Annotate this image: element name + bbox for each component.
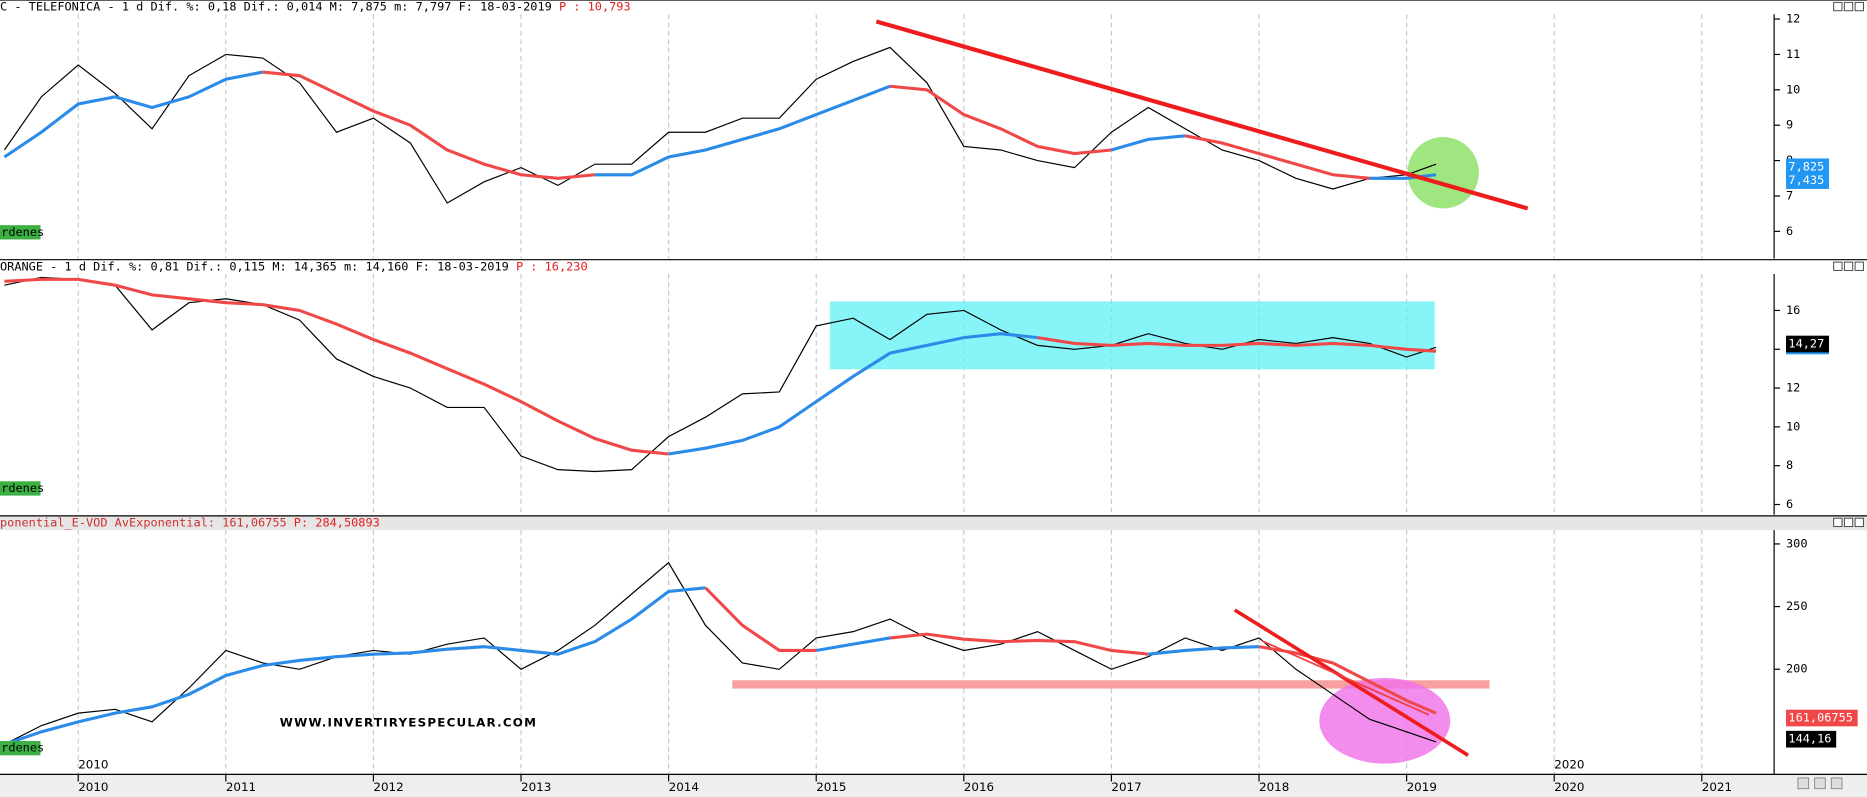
price-label-box: [1786, 709, 1858, 727]
x-tick-label: 2014: [669, 780, 699, 794]
orders-box: [0, 225, 41, 240]
y-tick-label: 12: [1786, 381, 1800, 395]
price-label: 144,16: [1788, 732, 1831, 746]
window-button[interactable]: [1833, 1, 1843, 12]
y-tick-label: 250: [1786, 599, 1808, 613]
y-tick-label: 8: [1786, 458, 1793, 472]
panel-header-text: ponential_E-VOD AvExponential: 161,06755: [0, 515, 287, 529]
x-axis-band: [0, 774, 1867, 797]
x-tick-label: 2020: [1554, 780, 1584, 794]
y-tick-label: 6: [1786, 497, 1793, 511]
moving-average: [889, 632, 1149, 656]
moving-average: [704, 586, 817, 653]
moving-average: [1258, 645, 1437, 715]
x-tick-label: 2019: [1407, 780, 1437, 794]
trend-line: [1233, 608, 1470, 757]
range-box: [829, 301, 1435, 370]
moving-average: [1369, 173, 1437, 180]
price-line: [4, 561, 1437, 745]
orders-label: rdenes: [1, 741, 44, 755]
x-tick-label: 2017: [1111, 780, 1141, 794]
window-button[interactable]: [1843, 517, 1854, 528]
moving-average: [594, 84, 891, 177]
panel-header-price: P: 284,50893: [294, 515, 380, 529]
window-button[interactable]: [1833, 517, 1843, 528]
panel-header: [0, 259, 1867, 275]
y-tick-label: 11: [1786, 47, 1800, 61]
window-button[interactable]: [1854, 1, 1864, 12]
window-button[interactable]: [1843, 1, 1854, 12]
highlight-ellipse: [1319, 677, 1451, 764]
y-tick-label: 16: [1786, 303, 1800, 317]
y-tick-label: 10: [1786, 82, 1800, 96]
y-tick-label: 300: [1786, 536, 1808, 550]
moving-average: [4, 277, 669, 456]
trend-line: [875, 19, 1529, 211]
moving-average: [815, 636, 891, 652]
y-tick-label: 12: [1786, 12, 1800, 26]
orders-label: rdenes: [1, 225, 44, 239]
price-label-box: [1786, 730, 1837, 748]
y-tick-label: 7: [1786, 188, 1793, 202]
window-button[interactable]: [1843, 261, 1854, 271]
y-tick-label: 10: [1786, 419, 1800, 433]
panel-header: [0, 515, 1867, 531]
highlight-circle: [1407, 137, 1479, 209]
x-tick-label: 2012: [373, 780, 403, 794]
window-button[interactable]: [1830, 777, 1843, 790]
y-tick-label: 6: [1786, 224, 1793, 238]
moving-average: [1110, 134, 1186, 152]
panel-header-text: C - TELEFONICA - 1 d Dif. %: 0,18 Dif.: …: [0, 0, 552, 14]
panel-header-price: P : 10,793: [559, 0, 631, 14]
price-label: 7,435: [1788, 173, 1824, 187]
x-tick-label: 2010: [78, 780, 108, 794]
moving-average: [3, 586, 706, 746]
moving-average: [889, 84, 1112, 156]
moving-average: [262, 70, 596, 180]
moving-average: [3, 70, 263, 159]
window-button[interactable]: [1854, 517, 1864, 528]
price-label: 14,27: [1788, 337, 1824, 351]
price-label-box: [1786, 172, 1830, 189]
y-tick-label: 9: [1786, 118, 1793, 132]
price-label-box: [1786, 335, 1830, 353]
year-label: 2010: [78, 757, 108, 771]
watermark: WWW.INVERTIRYESPECULAR.COM: [280, 716, 537, 730]
orders-box: [0, 481, 41, 496]
moving-average: [1037, 336, 1437, 353]
window-button[interactable]: [1814, 777, 1826, 790]
window-button[interactable]: [1833, 261, 1843, 271]
x-tick-label: 2018: [1259, 780, 1289, 794]
year-label: 2020: [1554, 757, 1584, 771]
price-label: 161,06755: [1788, 711, 1852, 725]
orders-label: rdenes: [1, 481, 44, 495]
trend-line: [1261, 640, 1430, 716]
price-label: 7,825: [1788, 159, 1824, 173]
x-tick-label: 2011: [226, 780, 256, 794]
window-button[interactable]: [1797, 777, 1810, 790]
support-band: [732, 680, 1490, 689]
panel-header-text: ORANGE - 1 d Dif. %: 0,81 Dif.: 0,115 M:…: [0, 259, 509, 273]
x-tick-label: 2013: [521, 780, 551, 794]
orders-box: [0, 741, 41, 756]
panel-header: [0, 0, 1867, 15]
price-label-box: [1786, 158, 1830, 176]
x-tick-label: 2015: [816, 780, 846, 794]
window-button[interactable]: [1854, 261, 1864, 271]
x-tick-label: 2016: [964, 780, 994, 794]
y-tick-label: 200: [1786, 662, 1808, 676]
panel-header-price: P : 16,230: [516, 259, 588, 273]
x-tick-label: 2021: [1702, 780, 1732, 794]
moving-average: [1148, 645, 1260, 656]
moving-average: [668, 332, 1038, 456]
moving-average: [1184, 134, 1370, 180]
